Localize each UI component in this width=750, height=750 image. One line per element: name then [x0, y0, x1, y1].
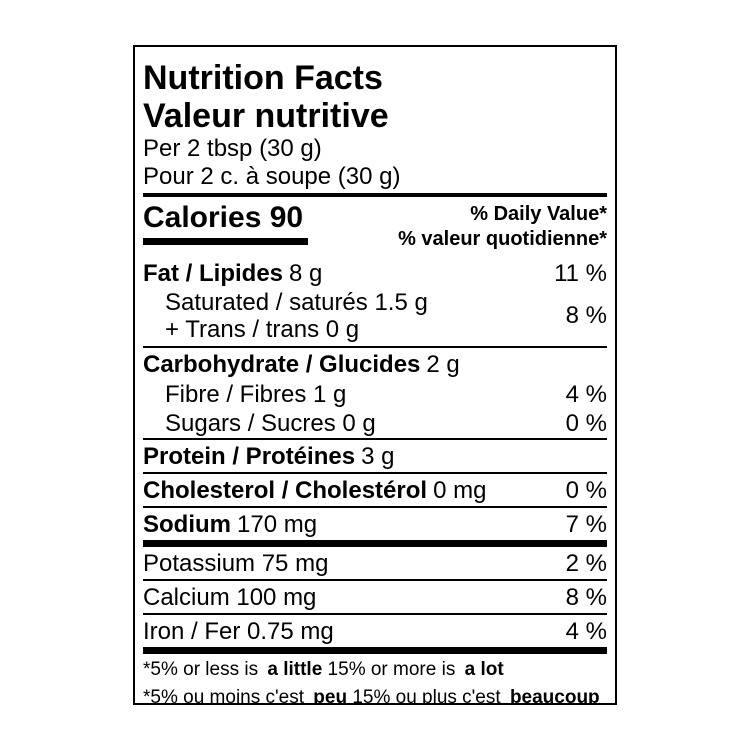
daily-value-header-english: % Daily Value* — [470, 203, 607, 225]
footnote-fr-text: *5% ou moins c'est — [143, 687, 310, 705]
iron-dv-percent: 4 % — [565, 618, 607, 645]
footnote-divider-bar — [143, 647, 607, 654]
divider — [143, 506, 607, 508]
row-sugars: Sugars / Sucres 0 g 0 % — [143, 409, 607, 438]
daily-value-header: % Daily Value* % valeur quotidienne* — [398, 202, 607, 252]
row-fat: Fat / Lipides 8 g 11 % — [143, 257, 607, 289]
fibre-dv-percent: 4 % — [565, 381, 607, 408]
row-cholesterol: Cholesterol / Cholestérol 0 mg 0 % — [143, 474, 607, 506]
row-carbohydrate: Carbohydrate / Glucides 2 g — [143, 348, 607, 380]
nutrition-facts-label: Nutrition Facts Valeur nutritive Per 2 t… — [133, 45, 617, 705]
row-saturated-trans: Saturated / saturés 1.5 g + Trans / tran… — [143, 289, 607, 346]
footnote-fr-beaucoup: beaucoup — [509, 687, 600, 705]
saturated-trans-labels: Saturated / saturés 1.5 g + Trans / tran… — [143, 289, 428, 343]
fat-label: Fat / Lipides 8 g — [143, 260, 323, 287]
divider — [143, 613, 607, 615]
footnote-en-a-lot: a lot — [464, 659, 504, 680]
row-sodium: Sodium 170 mg 7 % — [143, 508, 607, 540]
trans-label: + Trans / trans 0 g — [165, 316, 360, 343]
row-protein: Protein / Protéines 3 g — [143, 440, 607, 472]
footnote-fr-text: 15% ou plus c'est — [347, 687, 506, 705]
row-potassium: Potassium 75 mg 2 % — [143, 547, 607, 579]
sodium-label: Sodium 170 mg — [143, 511, 318, 538]
potassium-label: Potassium 75 mg — [143, 550, 329, 577]
section-divider-bar — [143, 540, 607, 547]
sugars-label: Sugars / Sucres 0 g — [165, 410, 376, 437]
divider — [143, 438, 607, 440]
fibre-label: Fibre / Fibres 1 g — [165, 381, 347, 408]
footnote-en-text: 15% or more is — [322, 659, 461, 680]
title-english: Nutrition Facts — [143, 59, 383, 97]
calories-block: Calories 90 — [143, 202, 308, 245]
calories-section: Calories 90 % Daily Value* % valeur quot… — [143, 197, 607, 257]
row-fibre: Fibre / Fibres 1 g 4 % — [143, 380, 607, 409]
calcium-dv-percent: 8 % — [565, 584, 607, 611]
sodium-dv-percent: 7 % — [565, 511, 607, 538]
footnote-french: *5% ou moins c'est peu 15% ou plus c'est… — [143, 686, 607, 705]
footnote-fr-peu: peu — [313, 687, 348, 705]
divider — [143, 579, 607, 581]
cholesterol-label: Cholesterol / Cholestérol 0 mg — [143, 477, 487, 504]
divider — [143, 472, 607, 474]
cholesterol-dv-percent: 0 % — [565, 477, 607, 504]
footnote-english: *5% or less is a little 15% or more is a… — [143, 658, 607, 682]
daily-value-header-french: % valeur quotidienne* — [398, 228, 607, 250]
header-divider-bar — [143, 193, 607, 197]
calories-value: Calories 90 — [143, 201, 304, 234]
fat-dv-percent: 11 % — [554, 260, 607, 287]
footnote-en-text: *5% or less is — [143, 659, 264, 680]
saturated-label: Saturated / saturés 1.5 g — [165, 289, 428, 316]
protein-label: Protein / Protéines 3 g — [143, 443, 395, 470]
calories-underline-bar — [143, 238, 308, 245]
potassium-dv-percent: 2 % — [565, 550, 607, 577]
row-calcium: Calcium 100 mg 8 % — [143, 581, 607, 613]
serving-size-english: Per 2 tbsp (30 g) — [143, 135, 322, 162]
iron-label: Iron / Fer 0.75 mg — [143, 618, 334, 645]
calcium-label: Calcium 100 mg — [143, 584, 317, 611]
title-french: Valeur nutritive — [143, 97, 389, 135]
footnote-en-a-little: a little — [267, 659, 323, 680]
carbohydrate-label: Carbohydrate / Glucides 2 g — [143, 351, 460, 378]
sugars-dv-percent: 0 % — [565, 410, 607, 437]
divider — [143, 346, 607, 348]
saturated-trans-dv-percent: 8 % — [565, 302, 607, 329]
row-iron: Iron / Fer 0.75 mg 4 % — [143, 615, 607, 647]
serving-size-french: Pour 2 c. à soupe (30 g) — [143, 163, 401, 190]
